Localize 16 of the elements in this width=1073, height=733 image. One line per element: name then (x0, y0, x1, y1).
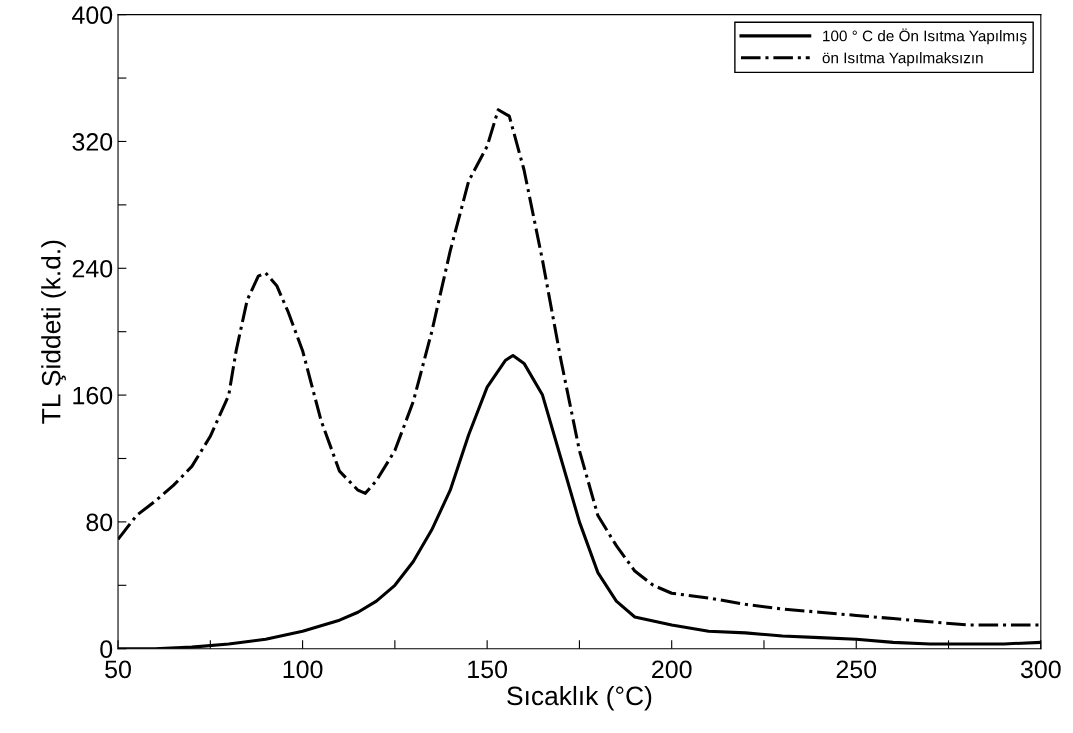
y-tick-label: 80 (86, 513, 113, 532)
y-axis-title: TL Şiddeti (k.d.) (41, 240, 66, 424)
x-tick-label: 150 (468, 660, 508, 679)
x-axis-title: Sıcaklık (°C) (507, 685, 652, 711)
x-tick-label: 100 (283, 660, 323, 679)
legend-label: 100 ° C de Ön Isıtma Yapılmış (823, 28, 1027, 45)
y-tick-label: 160 (73, 386, 113, 405)
x-tick-label: 200 (652, 660, 692, 679)
y-tick-label: 320 (72, 133, 113, 151)
y-tick-label: 400 (72, 6, 113, 24)
y-tick-label: 240 (72, 259, 113, 278)
x-tick-label: 250 (836, 660, 877, 679)
legend-label: ön Isıtma Yapılmaksızın (822, 52, 983, 67)
x-tick-label: 300 (1020, 660, 1061, 679)
y-tick-label: 0 (100, 640, 113, 659)
x-tick-label: 50 (105, 660, 131, 679)
